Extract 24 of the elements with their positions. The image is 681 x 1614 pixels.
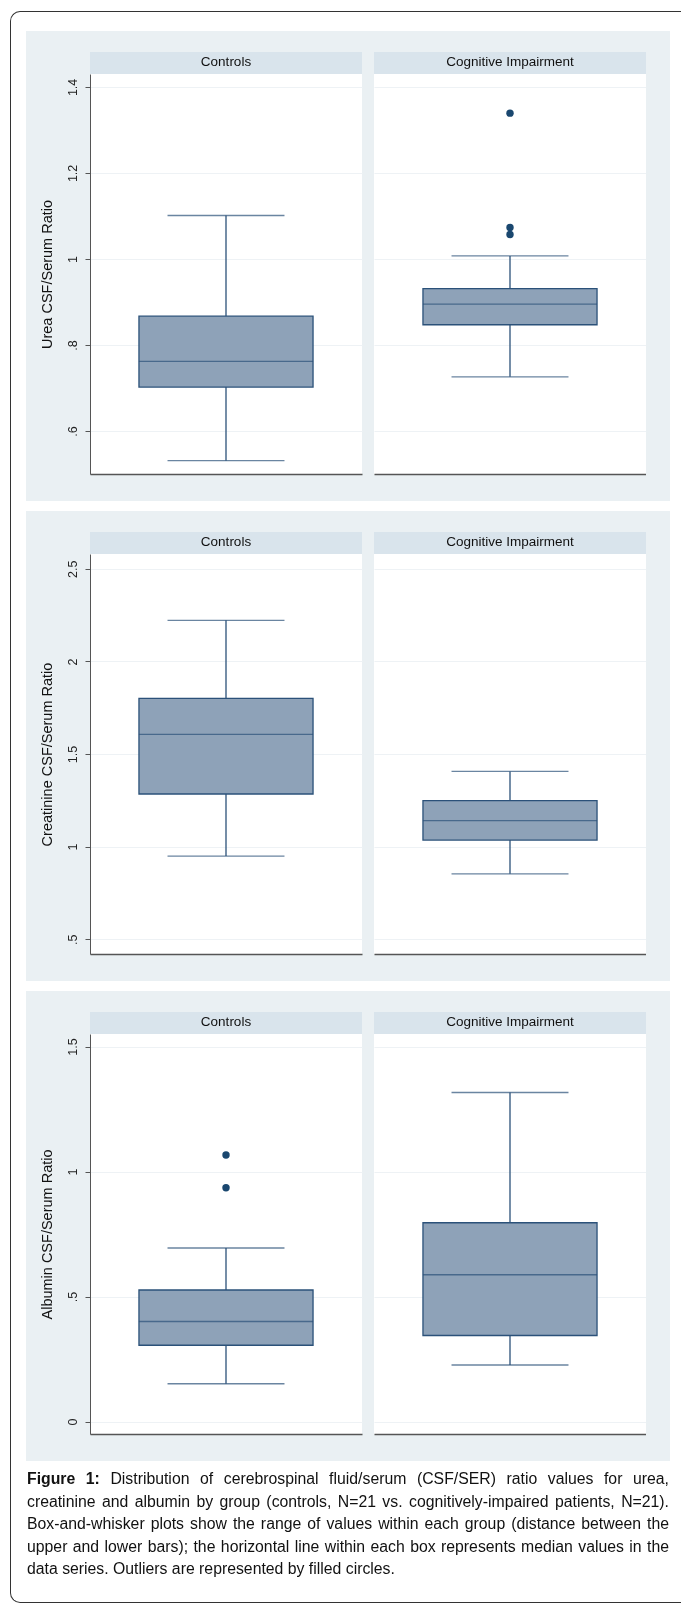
caption: Figure 1: Distribution of cerebrospinal fluid/serum (CSF/SER) ratio values for urea, creatinine and albumin by group (controls, N=21 vs. cognitively-impaired patients, N=21). Box-and-whisker plots show the range of values within each group (distance between the upper and lower bars); the horizontal line within each box represents median values in the data series. Outliers are represented by filled circles. xyxy=(27,1469,669,1580)
x-tick-label: Controls xyxy=(200,533,252,549)
y-axis-title: Creatinine CSF/Serum Ratio xyxy=(38,662,55,847)
y-tick-label: 1 xyxy=(65,843,80,851)
x-tick-label: Controls xyxy=(200,53,252,69)
y-tick-label: 1.5 xyxy=(65,745,80,764)
x-tick-label: Cognitive Impairment xyxy=(446,533,575,549)
x-tick-label: Cognitive Impairment xyxy=(446,1013,575,1029)
y-axis-title: Albumin CSF/Serum Ratio xyxy=(38,1149,55,1320)
y-tick-label: .6 xyxy=(65,426,80,437)
y-tick-label: 2 xyxy=(65,658,80,666)
x-tick-label: Cognitive Impairment xyxy=(446,53,575,69)
y-tick-label: 0 xyxy=(65,1418,80,1426)
y-tick-label: 1 xyxy=(65,255,80,263)
y-tick-label: 1.2 xyxy=(65,164,80,183)
y-tick-label: 1.5 xyxy=(65,1038,80,1056)
y-tick-label: .5 xyxy=(65,934,80,945)
y-tick-label: .5 xyxy=(65,1291,80,1303)
y-tick-label: 1 xyxy=(65,1168,80,1176)
y-axis-title: Urea CSF/Serum Ratio xyxy=(38,199,55,350)
y-tick-label: .8 xyxy=(65,340,80,351)
x-tick-label: Controls xyxy=(200,1013,252,1029)
y-tick-label: 1.4 xyxy=(65,78,80,97)
y-tick-label: 2.5 xyxy=(65,560,80,579)
